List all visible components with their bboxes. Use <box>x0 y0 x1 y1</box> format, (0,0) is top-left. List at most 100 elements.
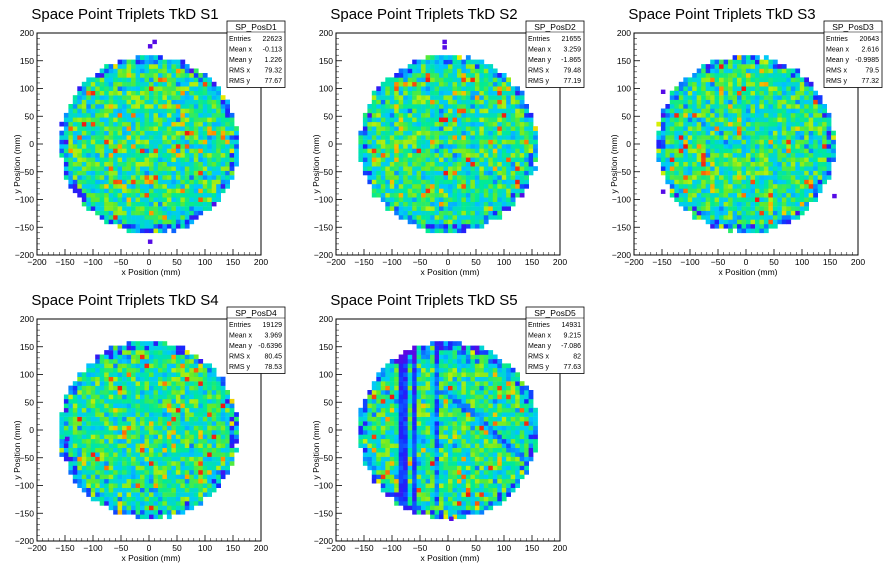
heatmap-cell <box>153 90 159 96</box>
heatmap-cell <box>389 166 395 171</box>
heatmap-cell <box>108 354 114 360</box>
heatmap-cell <box>701 130 706 136</box>
heatmap-cell <box>162 215 168 220</box>
heatmap-cell <box>710 68 715 74</box>
heatmap-cell <box>189 121 195 127</box>
heatmap-cell <box>90 367 96 373</box>
heatmap-cell <box>135 403 141 409</box>
heatmap-cell <box>808 152 814 158</box>
heatmap-cell <box>99 470 105 475</box>
heatmap-cell <box>122 487 127 493</box>
heatmap-cell <box>705 64 711 69</box>
chart-panel-3: −200 −150 −100 −50 0 50 100 150 200−200−150−100−… <box>609 6 883 277</box>
heatmap-cell <box>750 206 756 211</box>
heatmap-cell <box>135 487 141 493</box>
heatmap-cell <box>497 112 503 118</box>
heatmap-cell <box>131 175 136 180</box>
heatmap-cell <box>149 394 154 400</box>
heatmap-cell <box>149 465 154 471</box>
heatmap-cell <box>452 77 458 83</box>
heatmap-cell <box>376 99 382 105</box>
heatmap-cell <box>117 385 123 391</box>
heatmap-cell <box>104 184 109 189</box>
heatmap-cell <box>710 219 715 225</box>
heatmap-cell <box>768 188 774 194</box>
heatmap-cell <box>99 381 105 386</box>
heatmap-cell <box>723 219 729 225</box>
heatmap-cell <box>81 170 87 176</box>
heatmap-cell <box>430 86 435 91</box>
heatmap-cell <box>696 135 702 140</box>
x-tick-label: 100 <box>497 257 511 267</box>
heatmap-cell <box>81 112 87 118</box>
heatmap-cell <box>122 170 127 176</box>
heatmap-cell <box>149 90 154 96</box>
heatmap-cell <box>452 179 458 185</box>
heatmap-cell <box>126 456 132 462</box>
heatmap-cell <box>452 112 458 118</box>
heatmap-cell <box>678 175 684 180</box>
heatmap-cell <box>732 73 738 78</box>
heatmap-cell <box>126 452 132 457</box>
axes: −200 −150 −100 −50 0 50 100 150 200−200−150−100−… <box>314 28 568 267</box>
heatmap-cell <box>790 188 796 194</box>
heatmap-cell <box>479 197 485 202</box>
heatmap-cell <box>144 447 150 453</box>
heatmap-cell <box>755 68 760 74</box>
stats-label: RMS y <box>229 78 251 85</box>
heatmap-cell <box>665 117 671 123</box>
heatmap-cell <box>211 130 217 136</box>
heatmap-cell <box>108 501 114 506</box>
heatmap-cell <box>362 161 368 167</box>
heatmap-cell <box>162 461 168 466</box>
heatmap-cell <box>737 170 742 176</box>
heatmap-cell <box>687 206 693 211</box>
heatmap-cell <box>175 223 181 229</box>
heatmap-cell <box>831 144 836 149</box>
heatmap-cell <box>162 354 168 360</box>
heatmap-cell <box>750 77 756 83</box>
heatmap-cell <box>153 452 159 457</box>
heatmap-cell <box>524 130 529 136</box>
heatmap-cell <box>175 130 181 136</box>
heatmap-cell <box>470 188 476 194</box>
heatmap-cell <box>781 170 787 176</box>
heatmap-cell <box>104 210 109 216</box>
heatmap-cell <box>479 179 485 185</box>
heatmap-cell <box>193 157 199 162</box>
heatmap-cell <box>81 447 87 453</box>
heatmap-cell <box>656 148 662 154</box>
heatmap-cell <box>108 201 114 207</box>
heatmap-cell <box>389 184 395 189</box>
heatmap-cell <box>193 206 199 211</box>
heatmap-cell <box>465 99 471 105</box>
heatmap-cell <box>225 170 230 176</box>
heatmap-cell <box>421 219 426 225</box>
heatmap-cell <box>144 514 150 520</box>
heatmap-cell <box>678 108 684 114</box>
heatmap-cell <box>750 55 756 60</box>
heatmap-cell <box>826 139 832 145</box>
heatmap-cell <box>126 223 132 229</box>
heatmap-cell <box>750 86 756 91</box>
heatmap-cell <box>696 201 702 207</box>
heatmap-cell <box>162 505 168 511</box>
heatmap-cell <box>166 81 172 87</box>
heatmap-cell <box>398 68 404 74</box>
heatmap-cell <box>63 456 69 462</box>
heatmap-cell <box>430 179 435 185</box>
heatmap-cell <box>63 394 69 400</box>
heatmap-cell <box>719 77 724 83</box>
heatmap-cell <box>77 403 83 409</box>
heatmap-cell <box>831 130 836 136</box>
heatmap-cell <box>474 175 480 180</box>
heatmap-cell <box>140 412 145 417</box>
heatmap-cell <box>376 188 382 194</box>
heatmap-cell <box>737 117 742 123</box>
heatmap-cell <box>452 219 458 225</box>
heatmap-cell <box>448 121 453 127</box>
heatmap-cell <box>674 139 680 145</box>
heatmap-cell <box>175 64 181 69</box>
heatmap-cell <box>81 166 87 171</box>
